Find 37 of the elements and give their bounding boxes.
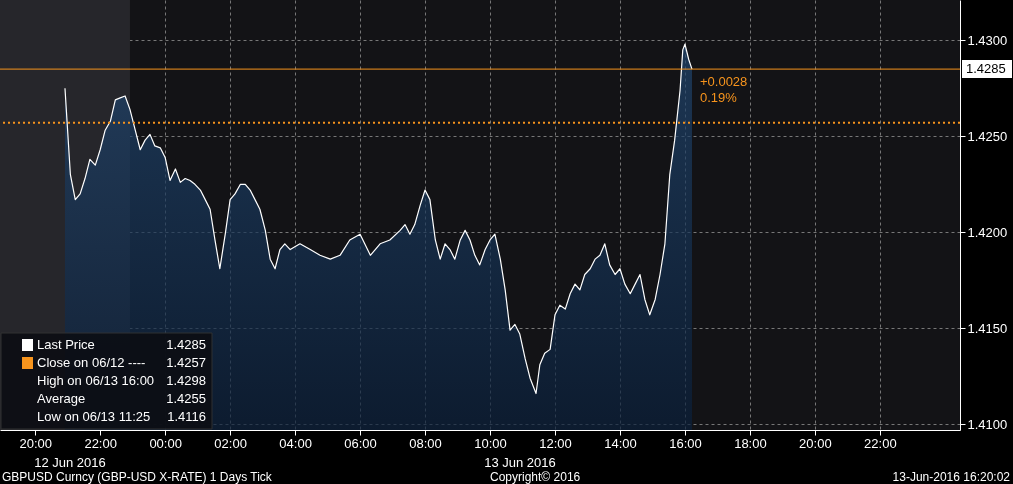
y-tick-label: 1.4200 bbox=[967, 224, 1008, 240]
x-tick-label: 16:00 bbox=[669, 435, 702, 451]
x-tick-label: 06:00 bbox=[344, 435, 377, 451]
x-tick-label: 00:00 bbox=[149, 435, 182, 451]
annotation: +0.0028 bbox=[699, 74, 748, 90]
text: 12 Jun 2016 bbox=[34, 455, 106, 470]
x-tick-label: 22:00 bbox=[864, 435, 897, 451]
y-tick-label: 1.4100 bbox=[967, 416, 1008, 432]
legend-label: Close on 06/12 ---- bbox=[37, 355, 146, 370]
x-tick-label: 18:00 bbox=[734, 435, 767, 451]
x-tick-label: 14:00 bbox=[604, 435, 637, 451]
x-tick-label: 10:00 bbox=[474, 435, 507, 451]
x-tick-label: 20:00 bbox=[19, 435, 52, 451]
x-tick-label: 08:00 bbox=[409, 435, 442, 451]
y-tick-label: 1.4250 bbox=[967, 128, 1008, 144]
annotation: 1.4255 bbox=[166, 391, 206, 406]
x-tick-label: 02:00 bbox=[214, 435, 247, 451]
x-tick-label: 04:00 bbox=[279, 435, 312, 451]
annotation: 1.4298 bbox=[166, 373, 206, 388]
annotation: 1.4257 bbox=[166, 355, 206, 370]
annotation: Average bbox=[37, 391, 86, 406]
annotation: Low on 06/13 11:25 bbox=[37, 409, 151, 424]
x-tick-label: 22:00 bbox=[84, 435, 117, 451]
text: 13-Jun-2016 16:20:02 bbox=[892, 470, 1011, 484]
y-tick-label: 1.4150 bbox=[967, 320, 1008, 336]
ref-line-label: 1.4285 bbox=[966, 61, 1006, 77]
text: Copyright© 2016 bbox=[490, 470, 581, 484]
text: 13 Jun 2016 bbox=[484, 455, 556, 470]
x-tick-label: 20:00 bbox=[799, 435, 832, 451]
y-tick-label: 1.4300 bbox=[967, 32, 1008, 48]
x-tick-label: 12:00 bbox=[539, 435, 572, 451]
annotation: 1.4285 bbox=[166, 337, 206, 352]
legend-label: Last Price bbox=[37, 337, 95, 352]
text: GBPUSD Curncy (GBP-USD X-RATE) 1 Days Tick bbox=[2, 470, 273, 484]
annotation: 0.19% bbox=[699, 90, 738, 106]
annotation: High on 06/13 16:00 bbox=[37, 373, 155, 388]
annotation: 1.4116 bbox=[167, 409, 206, 424]
